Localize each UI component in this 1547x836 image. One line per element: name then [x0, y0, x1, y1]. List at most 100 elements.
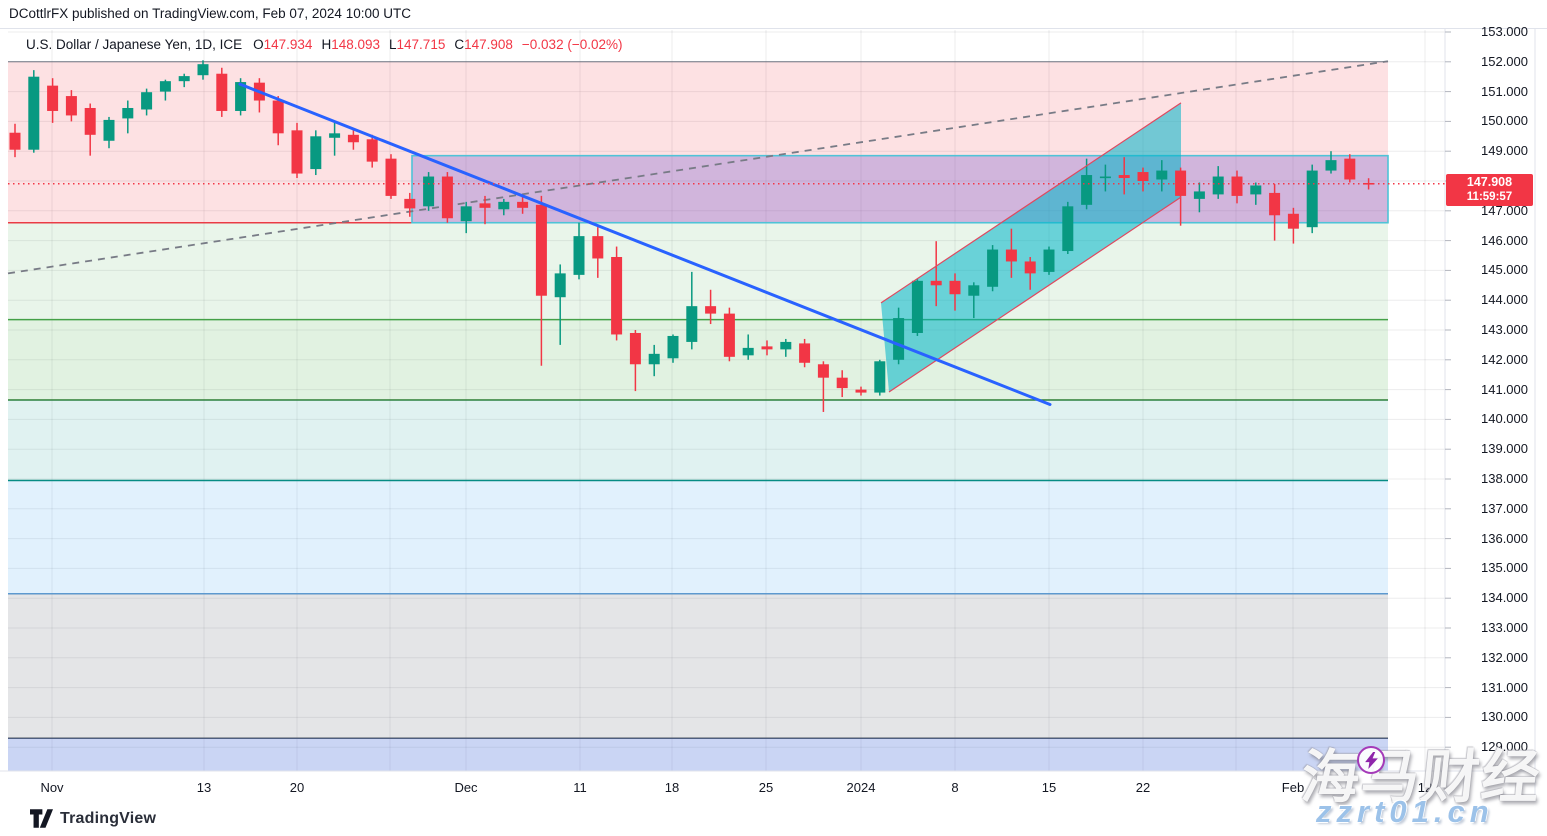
- candle[interactable]: [1193, 182, 1205, 213]
- candle[interactable]: [498, 198, 510, 216]
- candle[interactable]: [9, 123, 21, 158]
- candle[interactable]: [742, 334, 754, 360]
- candle[interactable]: [987, 245, 999, 292]
- candle[interactable]: [1344, 154, 1356, 183]
- candle[interactable]: [949, 273, 961, 311]
- zone-gray[interactable]: [8, 593, 1388, 739]
- candle[interactable]: [423, 172, 435, 211]
- candle[interactable]: [479, 195, 491, 225]
- price-axis-label: 145.000: [1481, 262, 1528, 278]
- candle[interactable]: [629, 330, 641, 392]
- candle[interactable]: [592, 227, 604, 278]
- candle[interactable]: [554, 264, 566, 345]
- candle[interactable]: [47, 78, 59, 123]
- candle[interactable]: [1118, 157, 1130, 195]
- candle[interactable]: [836, 370, 848, 398]
- candle[interactable]: [817, 361, 829, 412]
- candle[interactable]: [1099, 164, 1111, 192]
- price-axis-label: 132.000: [1481, 649, 1528, 665]
- candle[interactable]: [28, 70, 40, 153]
- candle[interactable]: [723, 307, 735, 362]
- candle[interactable]: [761, 340, 773, 356]
- candle[interactable]: [1250, 182, 1262, 205]
- candle[interactable]: [799, 338, 811, 368]
- candle[interactable]: [329, 122, 341, 156]
- candle[interactable]: [197, 60, 209, 80]
- candle[interactable]: [1325, 151, 1337, 174]
- purple-consolidation-box[interactable]: [411, 154, 1389, 224]
- candle[interactable]: [930, 241, 942, 307]
- candle[interactable]: [460, 201, 472, 234]
- candle[interactable]: [122, 100, 134, 134]
- candle[interactable]: [535, 195, 547, 366]
- candle[interactable]: [517, 194, 529, 214]
- zone-teal[interactable]: [8, 400, 1388, 481]
- dashed-support-trendline[interactable]: [7, 60, 1389, 275]
- candle[interactable]: [780, 338, 792, 357]
- candle[interactable]: [310, 130, 322, 176]
- candle[interactable]: [441, 172, 453, 223]
- descending-trendline[interactable]: [238, 82, 1052, 406]
- zone-blue[interactable]: [8, 480, 1388, 594]
- candle[interactable]: [911, 279, 923, 336]
- candle[interactable]: [1287, 207, 1299, 244]
- candle[interactable]: [1024, 256, 1036, 290]
- candle[interactable]: [1137, 167, 1149, 192]
- price-axis-label: 138.000: [1481, 471, 1528, 486]
- candle[interactable]: [159, 79, 171, 101]
- candle[interactable]: [1062, 201, 1074, 255]
- candle[interactable]: [1043, 246, 1055, 275]
- channel-upper-line[interactable]: [880, 102, 1182, 304]
- time-axis-label: 11: [573, 780, 587, 795]
- candle[interactable]: [366, 134, 378, 168]
- candle[interactable]: [1081, 158, 1093, 210]
- price-axis-label: 146.000: [1481, 232, 1528, 248]
- candle[interactable]: [648, 344, 660, 377]
- bar-countdown: 11:59:57: [1466, 190, 1513, 203]
- candle[interactable]: [272, 96, 284, 146]
- candle[interactable]: [291, 122, 303, 179]
- candle[interactable]: [385, 154, 397, 199]
- candle[interactable]: [1005, 228, 1017, 278]
- candle[interactable]: [1156, 160, 1168, 192]
- candle[interactable]: [686, 271, 698, 350]
- zone-green-lower[interactable]: [8, 319, 1388, 401]
- candle[interactable]: [611, 246, 623, 341]
- time-axis-label: Dec: [454, 780, 478, 795]
- price-axis-label: 134.000: [1481, 590, 1528, 606]
- candle[interactable]: [404, 192, 416, 217]
- candle[interactable]: [347, 128, 359, 150]
- candle[interactable]: [1306, 164, 1318, 234]
- ohlc-close: C147.908: [454, 36, 513, 52]
- price-axis-label: 153.000: [1481, 24, 1528, 39]
- price-axis-label: 144.000: [1481, 292, 1528, 308]
- candle[interactable]: [216, 67, 228, 117]
- candle[interactable]: [705, 289, 717, 325]
- symbol-title[interactable]: U.S. Dollar / Japanese Yen, 1D, ICE: [26, 36, 243, 52]
- flash-icon: [1357, 746, 1385, 774]
- candle[interactable]: [968, 282, 980, 319]
- candle[interactable]: [1231, 170, 1243, 204]
- candle[interactable]: [178, 73, 190, 88]
- candle[interactable]: [1269, 183, 1281, 241]
- candle[interactable]: [103, 116, 115, 149]
- candle[interactable]: [855, 386, 867, 396]
- time-axis-label: 18: [664, 780, 680, 795]
- candle[interactable]: [874, 359, 886, 396]
- candles[interactable]: [9, 60, 1375, 412]
- price-axis-label: 135.000: [1481, 560, 1528, 576]
- zone-periwinkle[interactable]: [8, 738, 1388, 772]
- zone-green-upper[interactable]: [8, 222, 1388, 320]
- candle[interactable]: [1212, 166, 1224, 199]
- tradingview-logo[interactable]: TradingView: [30, 809, 156, 828]
- candle[interactable]: [141, 88, 153, 116]
- candle[interactable]: [65, 90, 77, 122]
- candle[interactable]: [893, 307, 905, 365]
- price-axis-label: 143.000: [1481, 322, 1528, 337]
- symbol-legend[interactable]: U.S. Dollar / Japanese Yen, 1D, ICE O147…: [26, 34, 622, 54]
- candle[interactable]: [84, 103, 96, 156]
- candle[interactable]: [667, 334, 679, 363]
- candle[interactable]: [573, 222, 585, 280]
